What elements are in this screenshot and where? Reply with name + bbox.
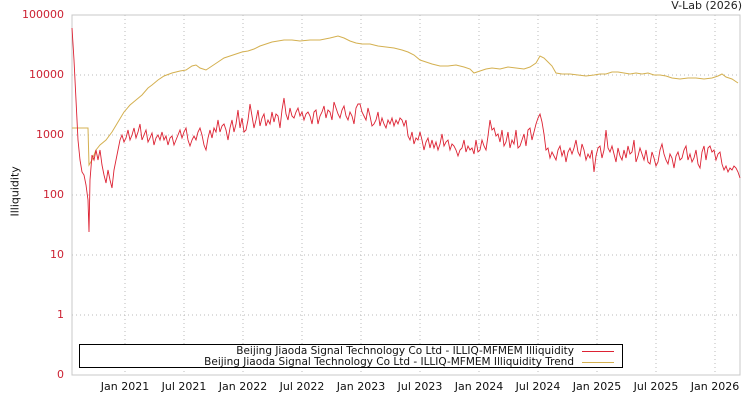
- x-tick: Jul 2021: [161, 380, 207, 393]
- x-tick: Jan 2022: [218, 380, 268, 393]
- y-tick: 100: [43, 188, 64, 201]
- x-tick: Jan 2026: [690, 380, 740, 393]
- x-tick: Jul 2025: [633, 380, 679, 393]
- x-tick: Jan 2021: [100, 380, 150, 393]
- y-tick: 10: [50, 248, 64, 261]
- y-tick: 100000: [22, 8, 64, 21]
- grid-lines: [72, 15, 740, 375]
- y-tick: 1: [57, 308, 64, 321]
- illiquidity-series-line: [71, 27, 741, 233]
- chart-legend: Beijing Jiaoda Signal Technology Co Ltd …: [79, 344, 623, 368]
- legend-label: Beijing Jiaoda Signal Technology Co Ltd …: [204, 356, 574, 368]
- y-tick: 10000: [29, 68, 64, 81]
- x-tick: Jan 2023: [336, 380, 386, 393]
- legend-swatch-red: [582, 350, 614, 352]
- legend-item-illiquidity-trend: Beijing Jiaoda Signal Technology Co Ltd …: [204, 356, 614, 368]
- trend-series-line: [72, 35, 739, 167]
- x-tick: Jul 2022: [279, 380, 325, 393]
- y-tick: 1000: [36, 128, 64, 141]
- x-tick: Jul 2023: [397, 380, 443, 393]
- credit-label: V-Lab (2026): [671, 0, 742, 12]
- y-tick: 0: [57, 368, 64, 381]
- legend-swatch-gold: [582, 361, 614, 363]
- x-tick: Jul 2024: [515, 380, 561, 393]
- legend-label: Beijing Jiaoda Signal Technology Co Ltd …: [236, 345, 574, 357]
- legend-item-illiquidity: Beijing Jiaoda Signal Technology Co Ltd …: [236, 345, 614, 357]
- plot-frame: [71, 14, 741, 376]
- x-tick: Jan 2025: [572, 380, 622, 393]
- x-tick: Jan 2024: [454, 380, 504, 393]
